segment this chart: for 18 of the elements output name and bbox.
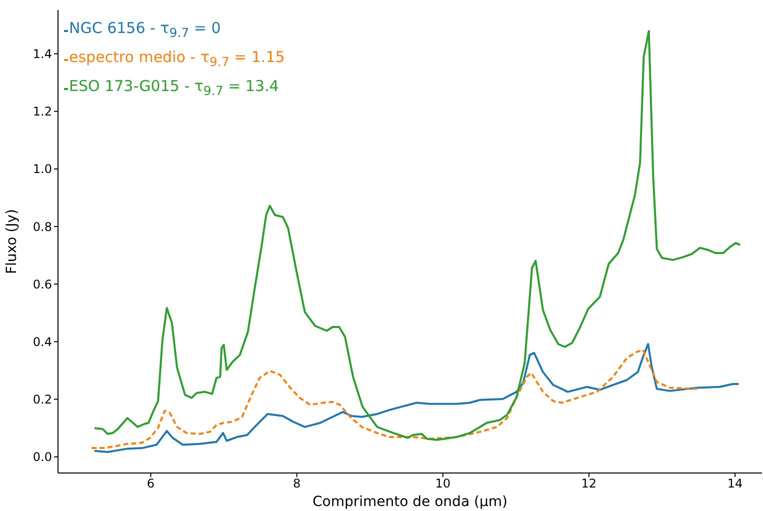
x-tick-label: 12 bbox=[581, 476, 597, 491]
y-tick-label: 0.8 bbox=[32, 220, 52, 234]
legend-label: espectro medio - τ$_{9.7}$ = 1.15 bbox=[69, 47, 285, 71]
y-tick-label: 1.4 bbox=[32, 47, 52, 62]
y-tick-label: 0.4 bbox=[32, 334, 52, 349]
y-tick-label: 0.0 bbox=[32, 450, 52, 464]
legend-label: ESO 173-G015 - τ$_{9.7}$ = 13.4 bbox=[69, 76, 279, 100]
y-tick-label: 0.2 bbox=[32, 392, 52, 407]
legend-label: NGC 6156 - τ$_{9.7}$ = 0 bbox=[69, 18, 221, 42]
y-axis-title: Fluxo (Jy) bbox=[4, 208, 20, 274]
y-tick-label: 0.6 bbox=[32, 277, 52, 292]
y-tick-label: 1.0 bbox=[32, 162, 52, 176]
x-tick-label: 8 bbox=[292, 476, 301, 491]
x-tick-label: 6 bbox=[146, 476, 155, 491]
y-tick-label: 1.2 bbox=[32, 104, 52, 119]
x-tick-label: 14 bbox=[727, 476, 743, 491]
x-tick-label: 10 bbox=[435, 476, 451, 491]
x-axis-title: Comprimento de onda (μm) bbox=[312, 494, 508, 510]
